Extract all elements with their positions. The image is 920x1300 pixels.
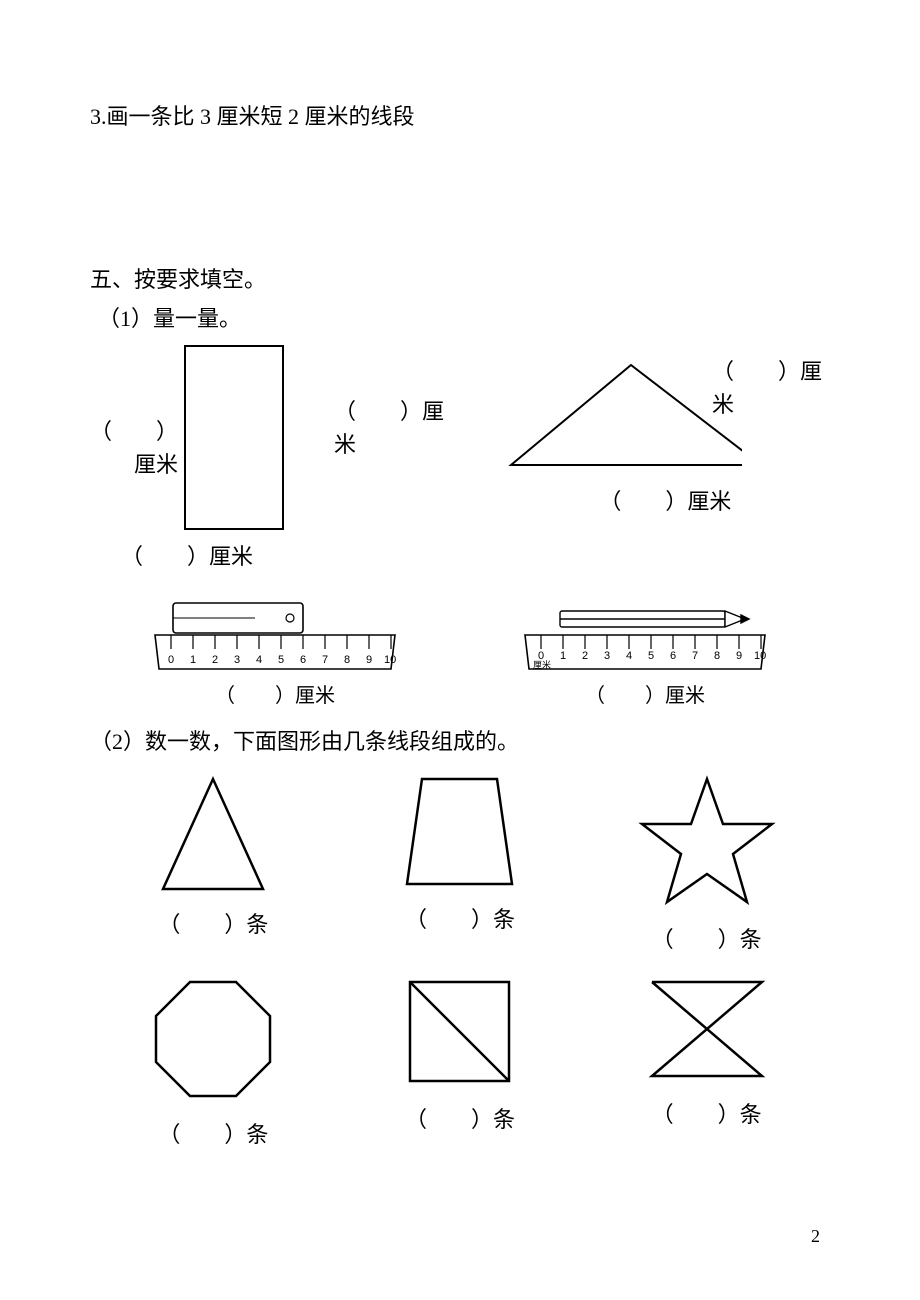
svg-text:厘米: 厘米 (533, 659, 551, 670)
svg-text:8: 8 (344, 654, 350, 666)
star-count-label: （ ）条 (652, 923, 762, 956)
section-5-title: 五、按要求填空。 (90, 263, 830, 296)
shape-octagon-cell: （ ）条 (113, 974, 313, 1151)
rectangle-measure-block: （ ） 厘米 （ ）厘米 (90, 345, 284, 573)
count-star (637, 774, 777, 909)
svg-text:3: 3 (604, 650, 610, 662)
count-shapes-row-1: （ ）条 （ ）条 （ ）条 (90, 774, 830, 956)
rect-bottom-label: （ ）厘米 (121, 540, 253, 573)
octagon-count-label: （ ）条 (158, 1118, 268, 1151)
count-octagon (148, 974, 278, 1104)
trapezoid-count-label: （ ）条 (405, 903, 515, 936)
svg-text:0: 0 (168, 654, 174, 666)
svg-text:8: 8 (714, 650, 720, 662)
count-hourglass (642, 974, 772, 1084)
square-diag-count-label: （ ）条 (405, 1103, 515, 1136)
svg-text:9: 9 (736, 650, 742, 662)
hourglass-count-label: （ ）条 (652, 1098, 762, 1131)
svg-text:4: 4 (256, 654, 262, 666)
triangle-count-label: （ ）条 (158, 908, 268, 941)
shape-star-cell: （ ）条 (607, 774, 807, 956)
page-number: 2 (811, 1223, 820, 1250)
svg-text:10: 10 (754, 650, 766, 662)
svg-text:7: 7 (692, 650, 698, 662)
triangle-right-label: （ ）厘米 (712, 355, 830, 421)
shape-square-diag-cell: （ ）条 (360, 974, 560, 1151)
shape-trapezoid-cell: （ ）条 (360, 774, 560, 956)
ruler-block-2: 012 345 678 910 厘米 （ ）厘米 (515, 593, 775, 711)
ruler-with-pencil: 012 345 678 910 厘米 (515, 593, 775, 677)
svg-text:6: 6 (670, 650, 676, 662)
rect-left-label: （ ） 厘米 (90, 415, 178, 481)
unit-cm: 厘米 (134, 448, 178, 481)
shape-hourglass-cell: （ ）条 (607, 974, 807, 1151)
ruler-block-1: 0 1 2 3 4 5 6 7 8 9 10 （ ）厘米 (145, 593, 405, 711)
svg-text:2: 2 (212, 654, 218, 666)
question-3-text: 3.画一条比 3 厘米短 2 厘米的线段 (90, 100, 830, 133)
ruler2-blank-label: （ ）厘米 (585, 681, 705, 711)
svg-text:1: 1 (560, 650, 566, 662)
svg-text:5: 5 (278, 654, 284, 666)
mid-blank-label: （ ）厘米 (334, 395, 451, 461)
svg-text:9: 9 (366, 654, 372, 666)
count-square-diagonal (402, 974, 517, 1089)
svg-text:2: 2 (582, 650, 588, 662)
svg-text:4: 4 (626, 650, 632, 662)
rectangle-shape (184, 345, 284, 530)
count-shapes-row-2: （ ）条 （ ）条 （ ）条 (90, 974, 830, 1151)
ruler-with-knife: 0 1 2 3 4 5 6 7 8 9 10 (145, 593, 405, 677)
triangle-measure-block: （ ）厘米 （ ）厘米 (501, 355, 830, 518)
triangle-shape (501, 355, 742, 475)
count-trapezoid (392, 774, 527, 889)
svg-text:10: 10 (384, 654, 396, 666)
svg-text:3: 3 (234, 654, 240, 666)
ruler1-blank-label: （ ）厘米 (215, 681, 335, 711)
svg-text:1: 1 (190, 654, 196, 666)
subsection-2-title: （2）数一数，下面图形由几条线段组成的。 (90, 725, 830, 758)
triangle-bottom-label: （ ）厘米 (599, 485, 731, 518)
ruler-row: 0 1 2 3 4 5 6 7 8 9 10 （ ）厘米 (90, 593, 830, 711)
blank-paren: （ ） (90, 415, 178, 448)
subsection-1-title: （1）量一量。 (98, 302, 830, 335)
count-triangle (148, 774, 278, 894)
svg-text:6: 6 (300, 654, 306, 666)
shape-triangle-cell: （ ）条 (113, 774, 313, 956)
svg-text:7: 7 (322, 654, 328, 666)
svg-text:5: 5 (648, 650, 654, 662)
measure-shapes-row: （ ） 厘米 （ ）厘米 （ ）厘米 （ ）厘米 （ ）厘米 (90, 345, 830, 573)
